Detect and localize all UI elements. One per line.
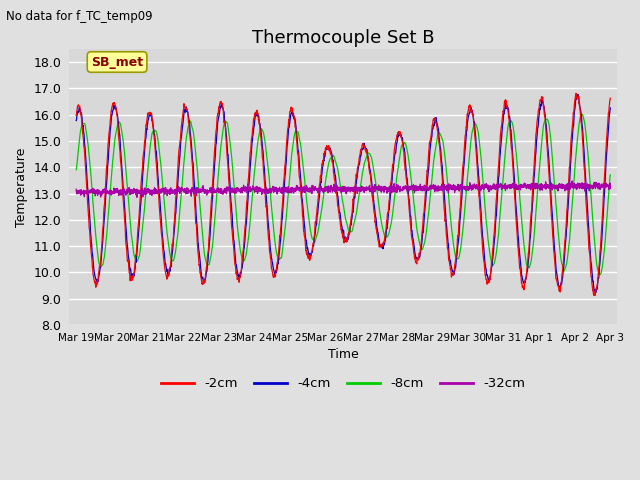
X-axis label: Time: Time	[328, 348, 358, 361]
Text: SB_met: SB_met	[91, 56, 143, 69]
Title: Thermocouple Set B: Thermocouple Set B	[252, 29, 435, 48]
Text: No data for f_TC_temp09: No data for f_TC_temp09	[6, 10, 153, 23]
Y-axis label: Temperature: Temperature	[15, 147, 28, 227]
Legend: -2cm, -4cm, -8cm, -32cm: -2cm, -4cm, -8cm, -32cm	[156, 372, 531, 396]
